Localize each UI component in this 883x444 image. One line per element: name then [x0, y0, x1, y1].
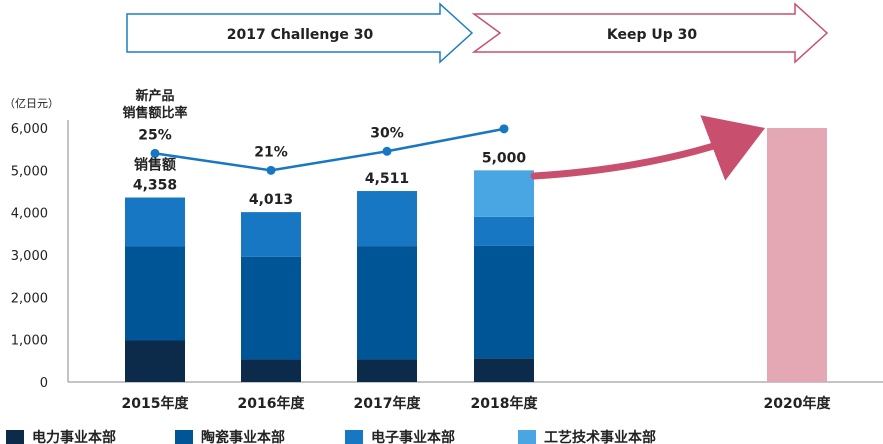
ratio-label: 30% — [370, 125, 404, 141]
bar-segment — [357, 359, 417, 382]
bar-segment — [125, 340, 185, 382]
total-label: 5,000 — [482, 150, 527, 166]
legend-swatch — [6, 430, 24, 444]
phase-banner-challenge: 2017 Challenge 30 — [126, 2, 474, 64]
ratio-line: 25% 21% 30% — [138, 124, 509, 175]
y-tick-label: 3,000 — [11, 249, 48, 264]
x-tick-label: 2020年度 — [764, 395, 832, 412]
total-label: 4,511 — [365, 171, 409, 187]
bar-segment — [474, 245, 534, 359]
target-bar — [767, 128, 827, 382]
legend-label: 陶瓷事业本部 — [201, 429, 285, 444]
ratio-label-line1: 新产品 — [135, 88, 174, 104]
legend-swatch — [518, 430, 536, 444]
bar-segment — [241, 359, 301, 382]
bar-segment — [241, 256, 301, 360]
bar-segment — [474, 358, 534, 382]
total-labels: 4,358 4,013 4,511 5,000 — [133, 150, 527, 208]
x-tick-label: 2016年度 — [238, 395, 306, 412]
legend-label: 电子事业本部 — [371, 429, 455, 444]
x-tick-label: 2017年度 — [354, 395, 422, 412]
totals-series-label: 销售额 — [134, 157, 176, 174]
ratio-label-line2: 销售额比率 — [122, 105, 187, 121]
y-tick-label: 4,000 — [11, 207, 48, 222]
x-tick-labels: 2015年度 2016年度 2017年度 2018年度 2020年度 — [122, 395, 832, 412]
y-tick-label: 0 — [40, 376, 48, 391]
legend-swatch — [345, 430, 363, 444]
bar-segment — [357, 191, 417, 247]
ratio-label: 21% — [254, 144, 288, 160]
phase-label-challenge: 2017 Challenge 30 — [227, 27, 374, 43]
y-tick-label: 1,000 — [11, 334, 48, 349]
y-tick-label: 5,000 — [11, 164, 48, 179]
ratio-label: 25% — [138, 127, 172, 143]
y-tick-label: 2,000 — [11, 291, 48, 306]
phase-banner-keepup: Keep Up 30 — [471, 2, 829, 64]
bar-segment — [474, 170, 534, 217]
bar-segment — [125, 246, 185, 341]
ratio-polyline — [154, 127, 505, 172]
legend-label: 工艺技术事业本部 — [544, 429, 656, 444]
bar-segment — [357, 246, 417, 360]
growth-arrow — [530, 115, 766, 181]
y-tick-labels: 0 1,000 2,000 3,000 4,000 5,000 6,000 — [11, 122, 48, 391]
bar-segment — [125, 197, 185, 247]
phase-label-keepup: Keep Up 30 — [607, 27, 697, 43]
legend-swatch — [175, 430, 193, 444]
ratio-point — [150, 148, 160, 158]
y-tick-label: 6,000 — [11, 122, 48, 137]
ratio-point — [266, 165, 276, 175]
ratio-point — [499, 124, 509, 134]
y-axis-unit: （亿日元） — [4, 97, 59, 110]
total-label: 4,358 — [133, 178, 177, 194]
bars — [125, 128, 827, 382]
bar-segment — [474, 216, 534, 246]
x-tick-label: 2015年度 — [122, 395, 190, 412]
x-tick-label: 2018年度 — [471, 395, 539, 412]
ratio-point — [382, 146, 392, 156]
legend-label: 电力事业本部 — [32, 429, 116, 444]
bar-segment — [241, 212, 301, 257]
total-label: 4,013 — [249, 192, 293, 208]
legend: 电力事业本部 陶瓷事业本部 电子事业本部 工艺技术事业本部 — [6, 429, 656, 444]
